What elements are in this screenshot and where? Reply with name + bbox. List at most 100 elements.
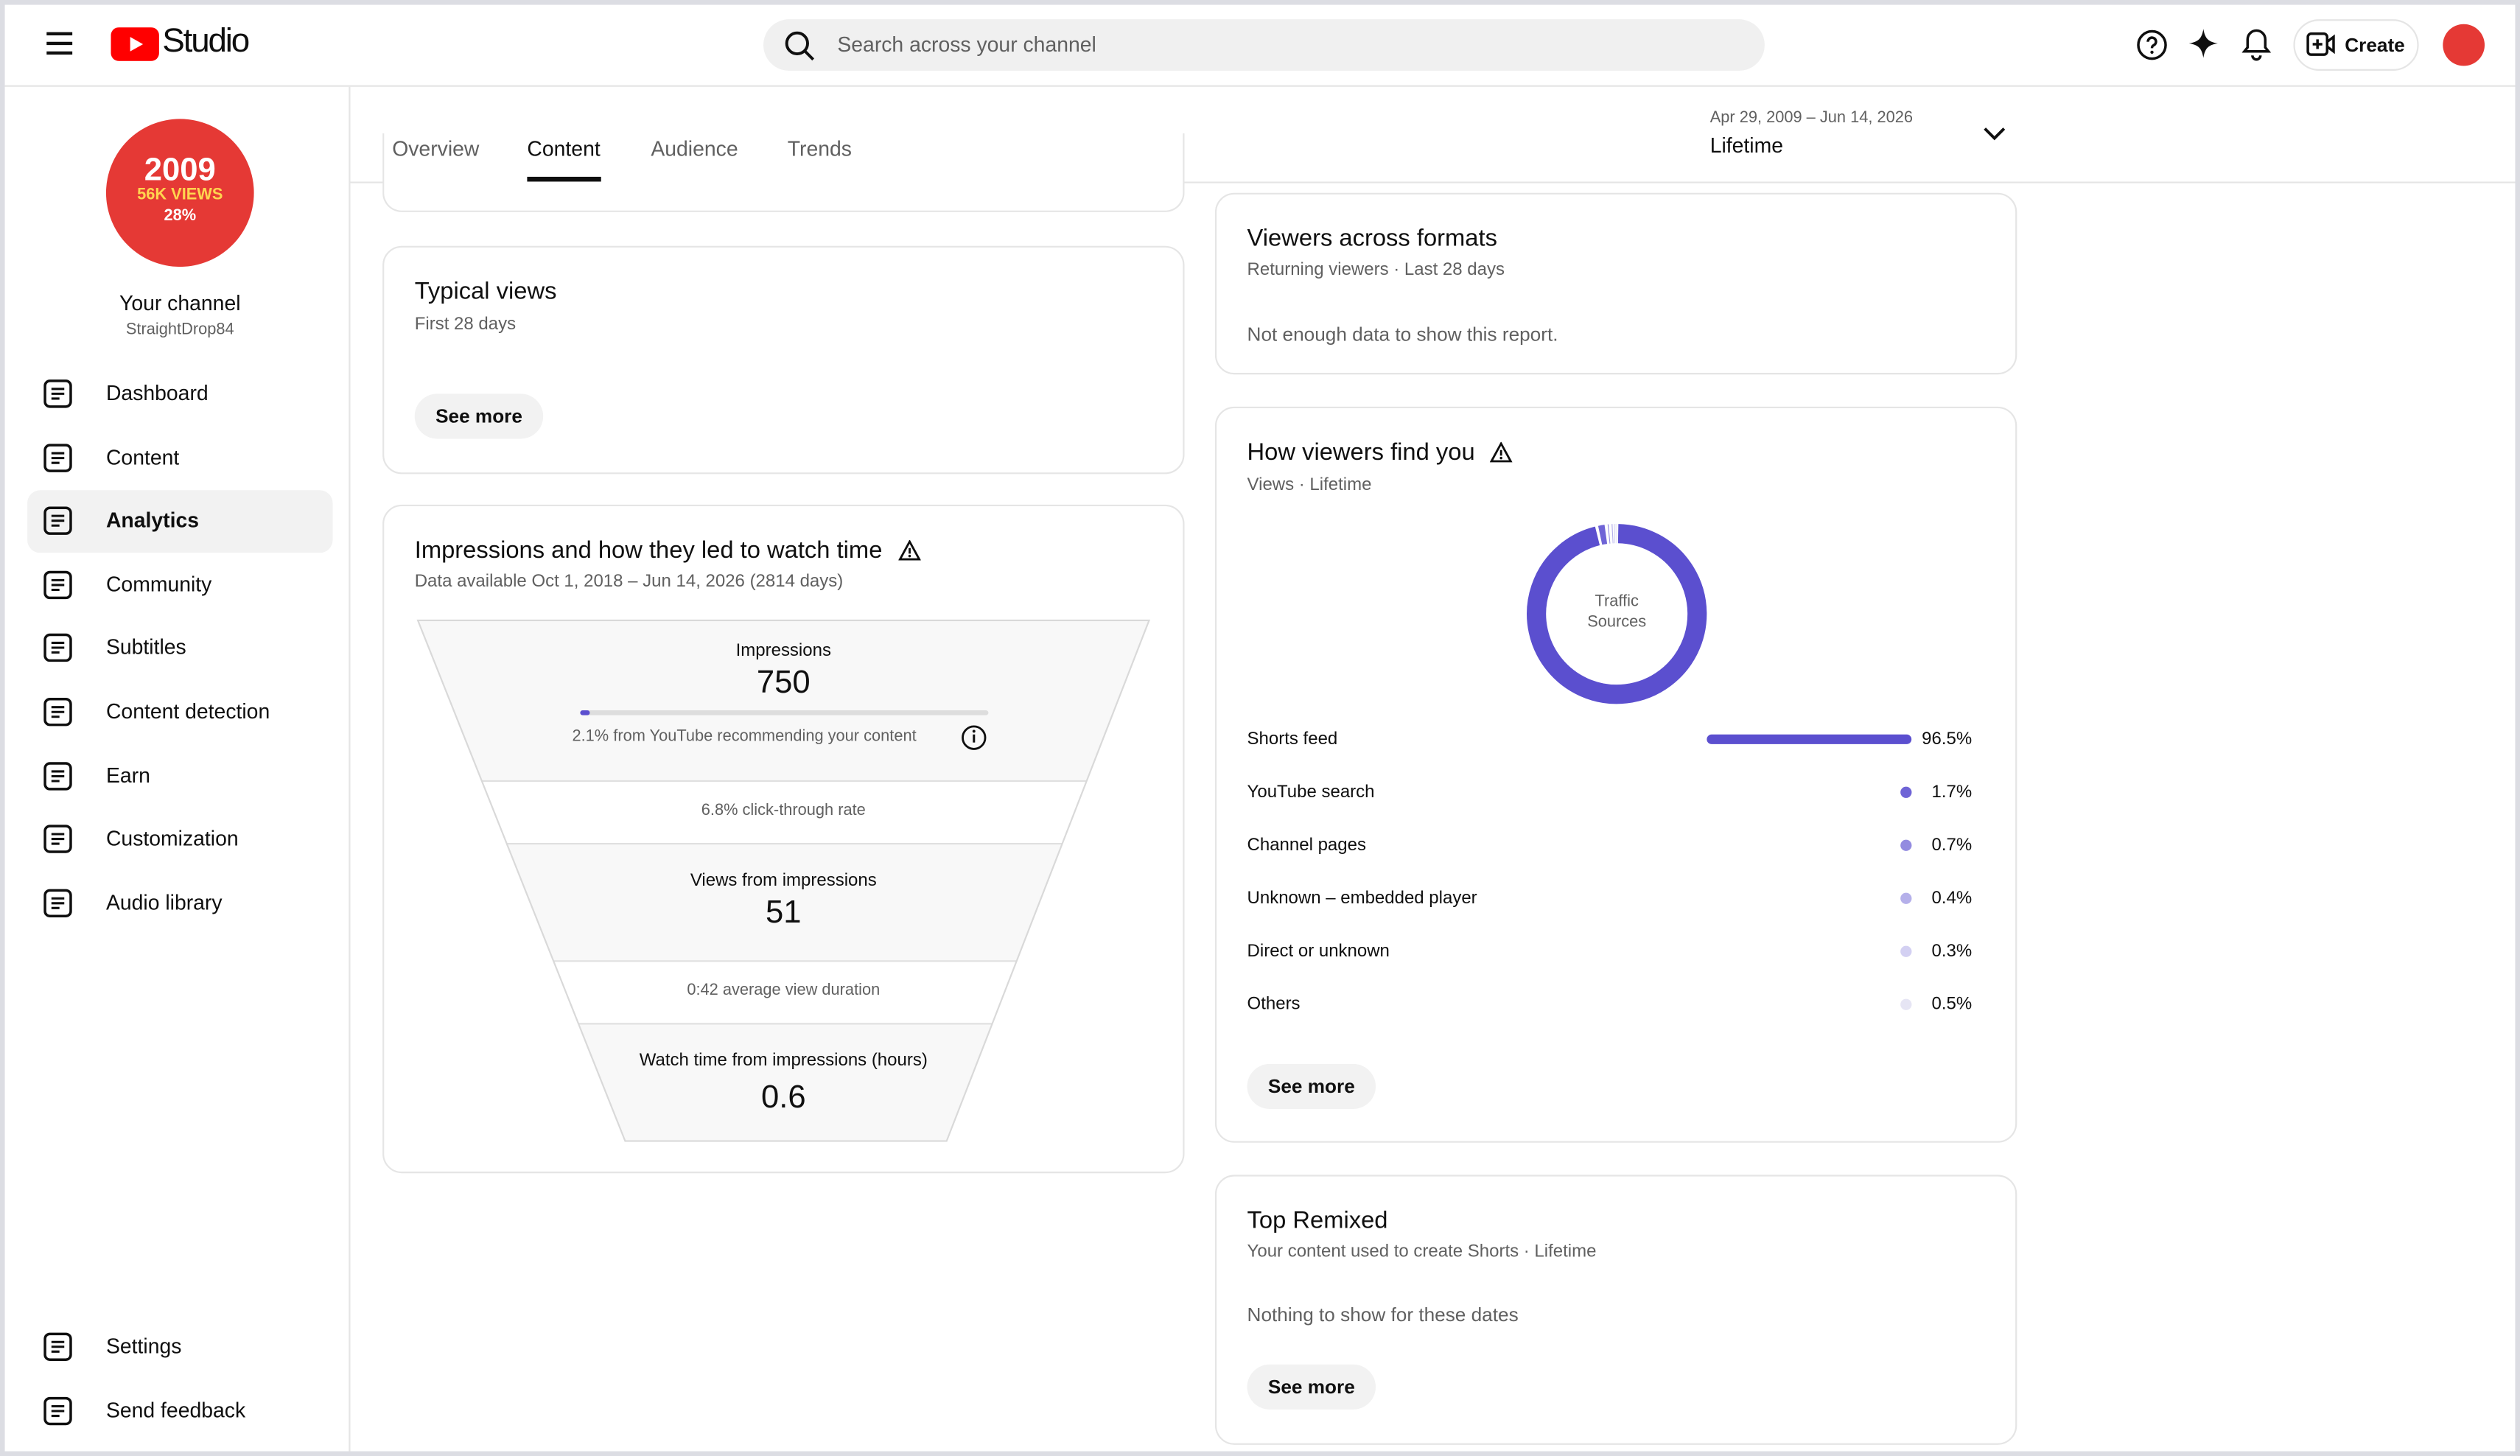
tab[interactable]: Content: [527, 136, 601, 161]
nav-item[interactable]: Customization: [105, 826, 239, 851]
tab[interactable]: Overview: [392, 136, 480, 161]
card-title: Viewers across formats: [1247, 225, 1497, 253]
logo-icon[interactable]: [111, 27, 159, 61]
search-icon[interactable]: [784, 30, 815, 61]
nav-item[interactable]: Analytics: [105, 508, 200, 533]
card-title: How viewers find you: [1247, 438, 1475, 466]
nav-icon[interactable]: [42, 441, 74, 474]
nav-icon[interactable]: [42, 887, 74, 920]
warning-icon[interactable]: [898, 539, 921, 561]
nav-item[interactable]: Community: [105, 572, 212, 596]
nav-icon[interactable]: [42, 823, 74, 855]
warning-icon[interactable]: [1489, 441, 1513, 463]
channel-avatar[interactable]: 2009 56K VIEWS 28%: [105, 119, 254, 267]
source-value: 0.7%: [1931, 836, 1973, 855]
see-more-button[interactable]: See more: [414, 393, 544, 439]
nav-icon[interactable]: [42, 696, 74, 728]
card-title: Typical views: [414, 278, 557, 306]
dropdown-chevron[interactable]: [1984, 127, 2006, 141]
remixed-card: Top Remixed Your content used to create …: [1214, 1175, 2017, 1445]
spark-icon[interactable]: [2188, 29, 2218, 58]
nav-item[interactable]: Content detection: [105, 699, 270, 724]
donut-center-label: Traffic Sources: [1587, 592, 1647, 632]
channel-handle: StraightDrop84: [125, 321, 234, 340]
donut-segment: [1527, 524, 1707, 704]
source-name: Shorts feed: [1247, 729, 1338, 749]
see-more-button[interactable]: See more: [1247, 1364, 1376, 1410]
nav-item[interactable]: Settings: [105, 1334, 182, 1359]
search-box[interactable]: [763, 19, 1765, 71]
funnel-label: Impressions: [735, 641, 831, 661]
bell-icon[interactable]: [2241, 27, 2271, 61]
typical-views-card: Typical views First 28 days See more: [382, 245, 1185, 475]
icon-shape: [51, 515, 65, 528]
nav-item[interactable]: Send feedback: [105, 1398, 246, 1423]
source-name: Others: [1247, 995, 1301, 1015]
create-button[interactable]: [2293, 19, 2419, 71]
avatar-text: 2009: [144, 153, 216, 189]
card-title: Top Remixed: [1247, 1207, 1388, 1235]
funnel-value: 750: [756, 665, 811, 701]
create-icon[interactable]: [2306, 32, 2335, 57]
card-subtitle: First 28 days: [414, 315, 517, 335]
card-message: Nothing to show for these dates: [1247, 1303, 1519, 1326]
help-icon[interactable]: [2136, 29, 2169, 61]
nav-item[interactable]: Earn: [105, 763, 150, 787]
tab-underline: [527, 176, 601, 182]
funnel-value: 51: [766, 895, 802, 931]
nav-icon[interactable]: [42, 378, 74, 410]
funnel-label: Watch time from impressions (hours): [639, 1051, 928, 1071]
create-label[interactable]: Create: [2345, 33, 2405, 57]
funnel-label: Views from impressions: [690, 871, 877, 891]
icon-shape: [43, 698, 72, 727]
icon-shape: [43, 570, 72, 599]
icon-shape: [51, 769, 65, 782]
nav-item[interactable]: Content: [105, 444, 180, 469]
icon-shape: [43, 1332, 72, 1361]
card-subtitle: Views · Lifetime: [1247, 475, 1372, 495]
icon-shape: [51, 388, 65, 400]
see-more-button[interactable]: See more: [1247, 1063, 1376, 1109]
logo-text[interactable]: Studio: [162, 22, 250, 60]
tab-bar: [350, 87, 2516, 183]
nav-icon[interactable]: [42, 505, 74, 537]
card-subtitle: Your content used to create Shorts · Lif…: [1247, 1242, 1597, 1262]
funnel-rate: 6.8% click-through rate: [701, 802, 866, 820]
avatar-text: 28%: [164, 207, 197, 225]
menu-icon[interactable]: [45, 30, 74, 56]
icon-shape: [43, 634, 72, 663]
tab[interactable]: Audience: [651, 136, 738, 161]
icon-shape: [51, 833, 65, 846]
card-subtitle: Data available Oct 1, 2018 – Jun 14, 202…: [414, 572, 844, 592]
nav-icon[interactable]: [42, 1331, 74, 1363]
search-placeholder[interactable]: Search across your channel: [837, 32, 1096, 57]
funnel-note: 2.1% from YouTube recommending your cont…: [572, 728, 917, 746]
source-bar: [1707, 734, 1912, 744]
formats-card: Viewers across formats Returning viewers…: [1214, 192, 2017, 375]
source-dot: [1900, 892, 1912, 904]
nav-icon[interactable]: [42, 632, 74, 665]
nav-item[interactable]: Subtitles: [105, 635, 186, 660]
nav-selected-bg[interactable]: [27, 490, 333, 553]
nav-icon[interactable]: [42, 760, 74, 792]
icon-shape: [51, 706, 65, 718]
card-title: Impressions and how they led to watch ti…: [414, 536, 883, 564]
nav-icon[interactable]: [42, 1395, 74, 1427]
icon-shape: [43, 761, 72, 790]
icon-shape: [51, 897, 65, 909]
nav-item[interactable]: Dashboard: [105, 380, 209, 405]
funnel-card: Impressions and how they led to watch ti…: [382, 504, 1185, 1174]
nav-icon[interactable]: [42, 569, 74, 601]
icon-shape: [51, 451, 65, 463]
source-name: YouTube search: [1247, 783, 1375, 802]
nav-item[interactable]: Audio library: [105, 889, 223, 914]
tab[interactable]: Trends: [787, 136, 852, 161]
source-dot: [1900, 945, 1912, 957]
source-name: Channel pages: [1247, 836, 1366, 855]
account-avatar[interactable]: [2443, 24, 2485, 66]
date-range[interactable]: Apr 29, 2009 – Jun 14, 2026: [1709, 109, 1914, 127]
source-value: 0.3%: [1931, 942, 1973, 962]
date-period[interactable]: Lifetime: [1709, 133, 1784, 158]
icon-shape: [43, 889, 72, 917]
